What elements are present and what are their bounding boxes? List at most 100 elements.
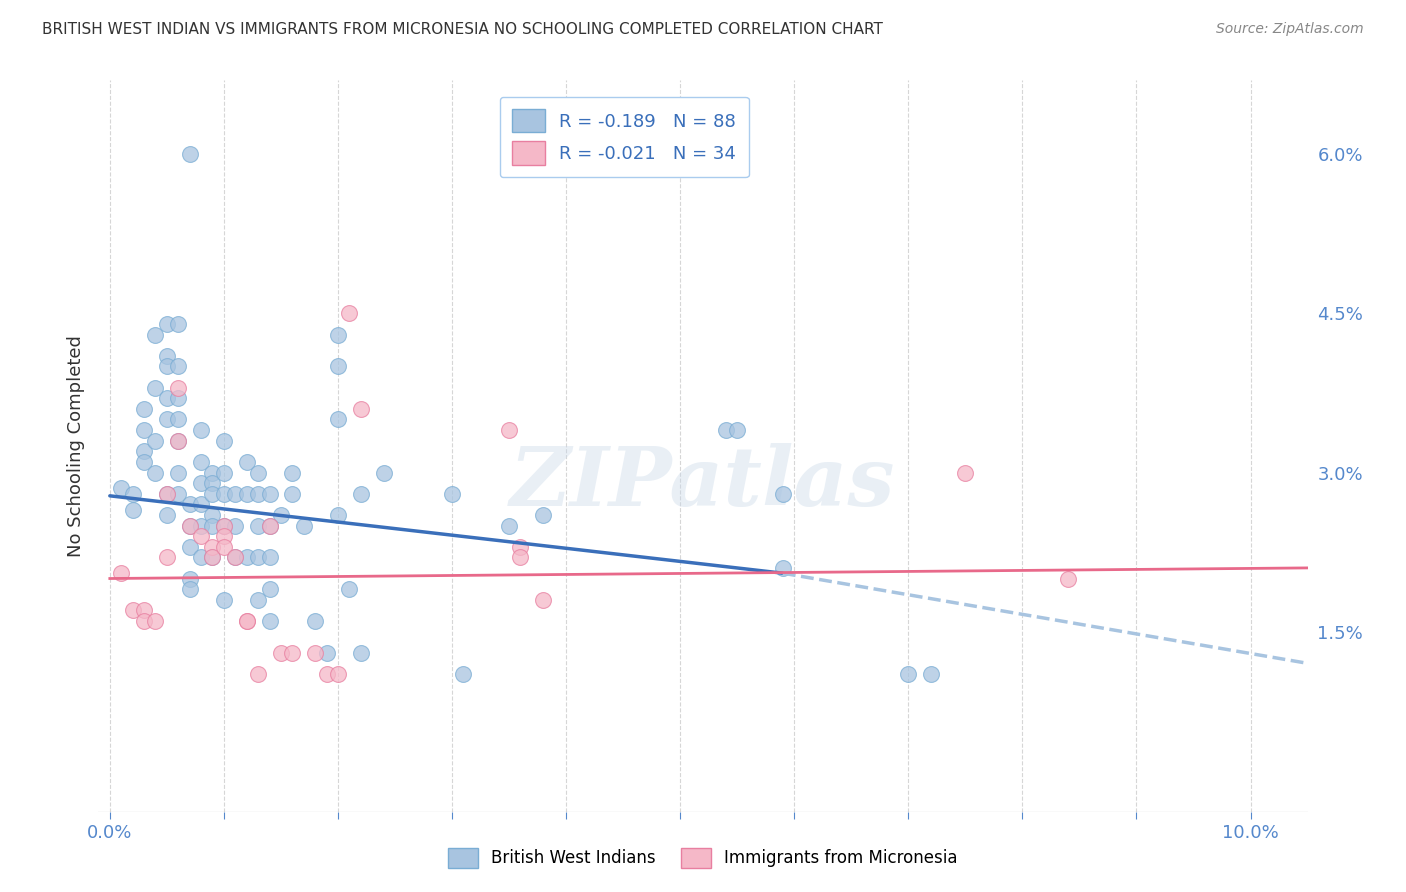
Point — [167, 434, 190, 448]
Point — [179, 518, 201, 533]
Point — [350, 401, 373, 416]
Point — [247, 518, 270, 533]
Point — [373, 466, 395, 480]
Point — [156, 349, 179, 363]
Point — [156, 486, 179, 500]
Point — [772, 561, 794, 575]
Point — [326, 359, 349, 374]
Point — [201, 486, 224, 500]
Point — [212, 486, 235, 500]
Point — [531, 508, 554, 522]
Point — [259, 518, 281, 533]
Point — [212, 434, 235, 448]
Point — [179, 540, 201, 554]
Point — [1057, 572, 1080, 586]
Point — [190, 423, 212, 437]
Y-axis label: No Schooling Completed: No Schooling Completed — [66, 335, 84, 557]
Point — [509, 540, 531, 554]
Point — [304, 646, 326, 660]
Point — [235, 550, 257, 565]
Point — [247, 486, 270, 500]
Point — [259, 518, 281, 533]
Text: ZIPatlas: ZIPatlas — [510, 442, 896, 523]
Point — [326, 667, 349, 681]
Point — [441, 486, 464, 500]
Point — [132, 614, 155, 628]
Point — [179, 572, 201, 586]
Point — [190, 529, 212, 543]
Point — [156, 392, 179, 406]
Point — [190, 497, 212, 511]
Point — [212, 529, 235, 543]
Point — [247, 667, 270, 681]
Point — [145, 381, 167, 395]
Point — [201, 476, 224, 491]
Point — [350, 486, 373, 500]
Point — [337, 306, 360, 320]
Point — [156, 550, 179, 565]
Point — [179, 497, 201, 511]
Point — [315, 667, 337, 681]
Point — [156, 486, 179, 500]
Point — [315, 646, 337, 660]
Point — [201, 508, 224, 522]
Point — [145, 327, 167, 342]
Point — [201, 518, 224, 533]
Point — [110, 482, 132, 496]
Point — [224, 486, 246, 500]
Point — [259, 582, 281, 596]
Text: Source: ZipAtlas.com: Source: ZipAtlas.com — [1216, 22, 1364, 37]
Point — [247, 466, 270, 480]
Point — [212, 518, 235, 533]
Point — [714, 423, 737, 437]
Point — [326, 327, 349, 342]
Point — [121, 603, 143, 617]
Point — [167, 317, 190, 331]
Point — [224, 550, 246, 565]
Point — [145, 434, 167, 448]
Point — [292, 518, 315, 533]
Point — [270, 508, 292, 522]
Point — [179, 518, 201, 533]
Point — [190, 518, 212, 533]
Point — [955, 466, 977, 480]
Point — [897, 667, 920, 681]
Point — [235, 486, 257, 500]
Point — [247, 592, 270, 607]
Legend: British West Indians, Immigrants from Micronesia: British West Indians, Immigrants from Mi… — [441, 841, 965, 875]
Point — [326, 412, 349, 426]
Point — [920, 667, 942, 681]
Point — [531, 592, 554, 607]
Point — [132, 603, 155, 617]
Legend: R = -0.189   N = 88, R = -0.021   N = 34: R = -0.189 N = 88, R = -0.021 N = 34 — [501, 96, 749, 178]
Point — [212, 592, 235, 607]
Point — [235, 614, 257, 628]
Point — [167, 381, 190, 395]
Point — [132, 455, 155, 469]
Point — [121, 502, 143, 516]
Point — [453, 667, 475, 681]
Point — [190, 455, 212, 469]
Point — [132, 423, 155, 437]
Point — [132, 401, 155, 416]
Point — [498, 423, 520, 437]
Point — [259, 550, 281, 565]
Point — [235, 455, 257, 469]
Point — [167, 466, 190, 480]
Point — [259, 614, 281, 628]
Point — [156, 508, 179, 522]
Point — [281, 466, 304, 480]
Point — [498, 518, 520, 533]
Point — [212, 466, 235, 480]
Point — [156, 317, 179, 331]
Point — [167, 412, 190, 426]
Point — [224, 518, 246, 533]
Text: BRITISH WEST INDIAN VS IMMIGRANTS FROM MICRONESIA NO SCHOOLING COMPLETED CORRELA: BRITISH WEST INDIAN VS IMMIGRANTS FROM M… — [42, 22, 883, 37]
Point — [259, 486, 281, 500]
Point — [270, 646, 292, 660]
Point — [224, 550, 246, 565]
Point — [201, 550, 224, 565]
Point — [190, 550, 212, 565]
Point — [121, 486, 143, 500]
Point — [145, 466, 167, 480]
